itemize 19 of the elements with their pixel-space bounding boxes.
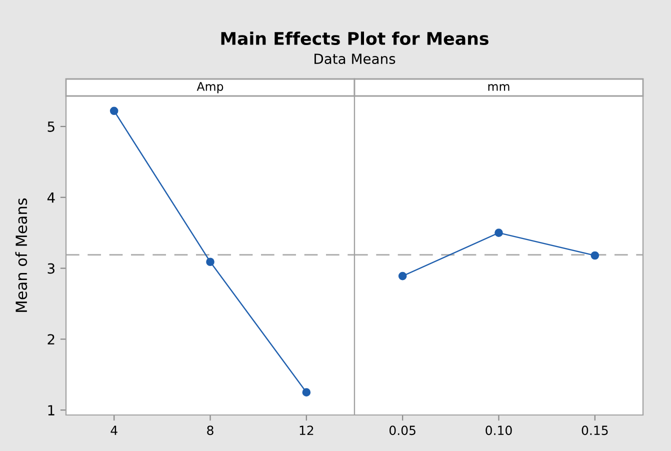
x-axis-title: Amp	[196, 82, 224, 94]
x-axis-title: mm	[488, 84, 510, 91]
x-tick-label: 0.15	[582, 426, 608, 436]
point	[110, 106, 118, 116]
y-tick-label: 1	[48, 405, 54, 416]
x-tick-label: 0.05	[389, 426, 416, 436]
y-tick-label: 5	[48, 122, 54, 132]
y-tick-label: 4	[47, 192, 55, 203]
point	[302, 388, 311, 396]
chart-title: Main Effects Plot for Means	[221, 32, 488, 46]
y-axis-title: Mean of Means	[15, 198, 28, 312]
x-tick-label: 12	[300, 426, 314, 435]
y-tick-label: 2	[48, 334, 54, 344]
point	[206, 258, 214, 266]
x-tick-label: 8	[207, 426, 214, 436]
y-tick-label: 3	[48, 263, 54, 274]
chart-subtitle: Data Means	[314, 54, 396, 64]
x-tick-label: 0.10	[486, 426, 512, 436]
x-tick-label: 4	[110, 426, 118, 435]
